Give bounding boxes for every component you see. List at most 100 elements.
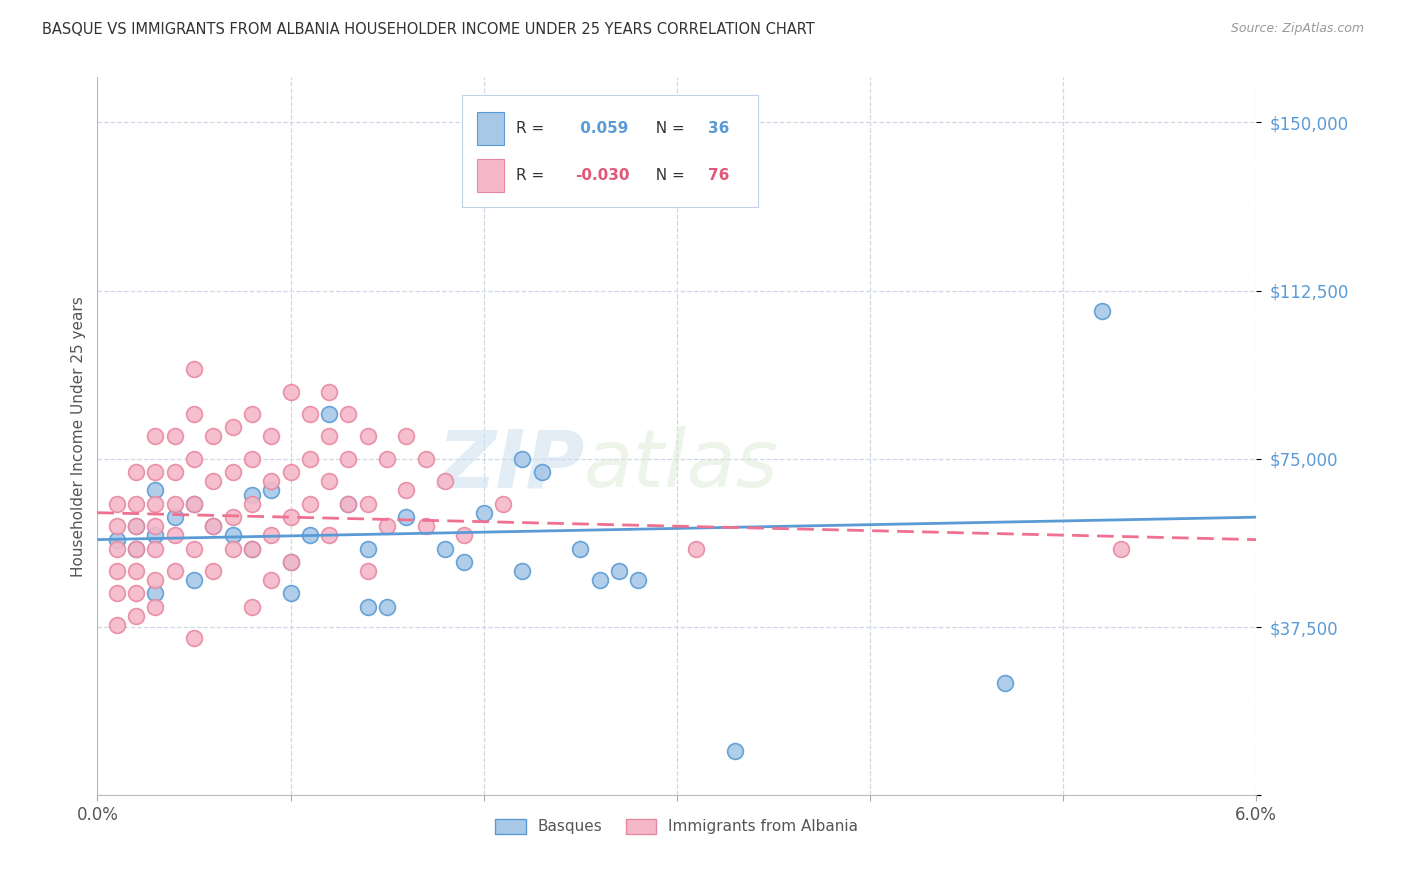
Point bbox=[510, 564, 533, 578]
Point bbox=[202, 519, 225, 533]
Point bbox=[125, 541, 148, 556]
Point bbox=[337, 451, 360, 466]
Point bbox=[125, 608, 148, 623]
Point bbox=[260, 483, 283, 498]
Point bbox=[994, 676, 1017, 690]
Point bbox=[627, 573, 650, 587]
Point bbox=[143, 528, 166, 542]
Text: atlas: atlas bbox=[583, 426, 779, 504]
Point bbox=[240, 541, 263, 556]
Point bbox=[318, 407, 340, 421]
Point bbox=[280, 586, 302, 600]
Point bbox=[395, 483, 418, 498]
Point bbox=[143, 429, 166, 443]
Point bbox=[298, 497, 321, 511]
Y-axis label: Householder Income Under 25 years: Householder Income Under 25 years bbox=[72, 296, 86, 577]
Point bbox=[298, 528, 321, 542]
Point bbox=[125, 586, 148, 600]
Point bbox=[221, 541, 243, 556]
Point bbox=[221, 420, 243, 434]
Point bbox=[183, 497, 205, 511]
Point bbox=[143, 483, 166, 498]
Legend: Basques, Immigrants from Albania: Basques, Immigrants from Albania bbox=[495, 819, 859, 834]
Point bbox=[125, 519, 148, 533]
Point bbox=[260, 573, 283, 587]
Point bbox=[318, 475, 340, 489]
Point bbox=[163, 429, 186, 443]
Point bbox=[1109, 541, 1132, 556]
Point bbox=[240, 541, 263, 556]
Point bbox=[221, 466, 243, 480]
Text: Source: ZipAtlas.com: Source: ZipAtlas.com bbox=[1230, 22, 1364, 36]
Point bbox=[240, 451, 263, 466]
Point bbox=[260, 528, 283, 542]
Point bbox=[163, 466, 186, 480]
Point bbox=[202, 519, 225, 533]
Point bbox=[183, 451, 205, 466]
Point bbox=[280, 384, 302, 399]
Point bbox=[183, 362, 205, 376]
Point bbox=[183, 407, 205, 421]
Point bbox=[472, 506, 495, 520]
Point bbox=[143, 573, 166, 587]
Point bbox=[125, 466, 148, 480]
Point bbox=[143, 586, 166, 600]
Point bbox=[105, 519, 128, 533]
Point bbox=[240, 488, 263, 502]
Point bbox=[415, 519, 437, 533]
Point bbox=[357, 599, 380, 614]
Point bbox=[1091, 303, 1114, 318]
Point bbox=[395, 510, 418, 524]
Point bbox=[183, 497, 205, 511]
Point bbox=[202, 475, 225, 489]
Point bbox=[143, 497, 166, 511]
Point bbox=[280, 555, 302, 569]
Point bbox=[202, 429, 225, 443]
Point bbox=[569, 541, 592, 556]
Point bbox=[318, 429, 340, 443]
Point bbox=[395, 429, 418, 443]
Point bbox=[183, 632, 205, 646]
Point bbox=[375, 519, 398, 533]
Point bbox=[298, 451, 321, 466]
Point bbox=[143, 599, 166, 614]
Point bbox=[260, 475, 283, 489]
Point bbox=[143, 541, 166, 556]
Point bbox=[163, 510, 186, 524]
Point bbox=[724, 743, 747, 757]
Text: ZIP: ZIP bbox=[437, 426, 583, 504]
Point bbox=[415, 451, 437, 466]
Point bbox=[357, 429, 380, 443]
Point bbox=[318, 528, 340, 542]
Point bbox=[318, 384, 340, 399]
Point bbox=[298, 407, 321, 421]
Point bbox=[105, 533, 128, 547]
Point bbox=[221, 510, 243, 524]
Point bbox=[453, 528, 475, 542]
Point bbox=[105, 497, 128, 511]
Point bbox=[530, 466, 553, 480]
Point bbox=[260, 429, 283, 443]
Point bbox=[125, 519, 148, 533]
Point bbox=[240, 407, 263, 421]
Point bbox=[143, 466, 166, 480]
Point bbox=[337, 497, 360, 511]
Point bbox=[163, 564, 186, 578]
Point bbox=[143, 519, 166, 533]
Point bbox=[240, 599, 263, 614]
Point bbox=[280, 555, 302, 569]
Point bbox=[685, 541, 707, 556]
Point bbox=[163, 528, 186, 542]
Point bbox=[105, 586, 128, 600]
Point bbox=[510, 451, 533, 466]
Point bbox=[105, 618, 128, 632]
Point bbox=[280, 510, 302, 524]
Point bbox=[337, 407, 360, 421]
Point bbox=[434, 541, 457, 556]
Point bbox=[105, 541, 128, 556]
Point bbox=[280, 466, 302, 480]
Text: BASQUE VS IMMIGRANTS FROM ALBANIA HOUSEHOLDER INCOME UNDER 25 YEARS CORRELATION : BASQUE VS IMMIGRANTS FROM ALBANIA HOUSEH… bbox=[42, 22, 815, 37]
Point bbox=[240, 497, 263, 511]
Point bbox=[588, 573, 610, 587]
Point bbox=[357, 541, 380, 556]
